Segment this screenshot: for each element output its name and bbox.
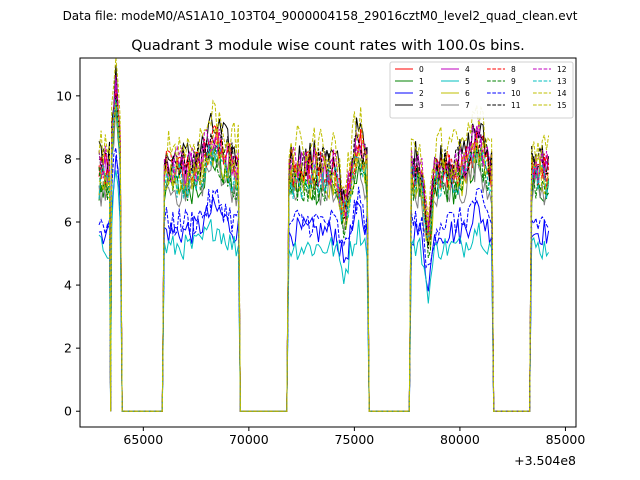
legend-label-5: 5 [465,77,470,86]
y-tick-label: 0 [64,404,72,419]
legend-label-10: 10 [511,89,521,98]
legend-label-15: 15 [557,101,567,110]
series-line-10 [98,147,550,412]
series-line-5 [98,170,550,412]
legend-label-0: 0 [419,65,424,74]
y-tick-label: 2 [64,341,72,356]
legend-label-8: 8 [511,65,516,74]
series-line-13 [98,99,550,412]
y-tick-label: 10 [56,88,72,103]
series-line-11 [98,95,549,412]
plot-frame [79,57,577,428]
legend-label-2: 2 [419,89,424,98]
y-tick-label: 8 [64,151,72,166]
legend-label-7: 7 [465,101,470,110]
x-tick-label: 85000 [546,432,586,447]
y-tick-label: 6 [64,215,72,230]
x-tick-label: 65000 [123,432,163,447]
y-tick-label: 4 [64,278,72,293]
legend-label-4: 4 [465,65,470,74]
series-line-4 [98,82,550,412]
x-tick-label: 75000 [335,432,375,447]
legend-label-13: 13 [557,77,567,86]
chart-title: Quadrant 3 module wise count rates with … [131,38,525,54]
legend-label-14: 14 [557,89,567,98]
legend-label-1: 1 [419,77,424,86]
series-line-14 [98,57,550,412]
series-line-3 [98,65,550,412]
series-layer [98,57,550,412]
series-line-15 [98,102,550,412]
x-offset-label: +3.504e8 [514,453,576,468]
legend-label-9: 9 [511,77,516,86]
legend-label-11: 11 [511,101,521,110]
figure-suptitle: Data file: modeM0/AS1A10_103T04_90000041… [63,9,578,23]
series-line-12 [98,75,550,412]
legend-label-6: 6 [465,89,470,98]
x-tick-label: 80000 [440,432,480,447]
x-tick-label: 70000 [229,432,269,447]
legend-label-12: 12 [557,65,567,74]
legend-box [389,61,574,119]
legend-label-3: 3 [419,101,424,110]
